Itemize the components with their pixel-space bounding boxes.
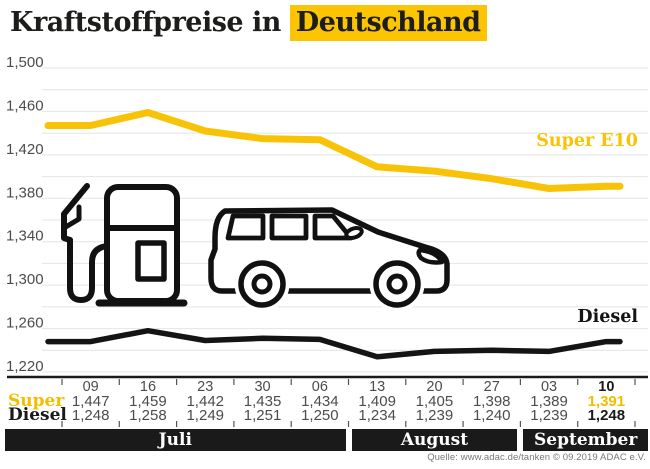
y-tick-label: 1,500 — [6, 54, 44, 71]
date-cell: 10 — [598, 379, 615, 395]
date-cell: 30 — [254, 379, 271, 395]
car-icon — [208, 207, 450, 312]
super-price-cell: 1,398 — [472, 393, 511, 410]
series-lines — [44, 109, 624, 360]
y-tick-label: 1,300 — [6, 271, 44, 288]
diesel-price-cell: 1,250 — [301, 407, 339, 424]
super-price-cell: 1,442 — [186, 393, 225, 410]
super-price-cell: 1,391 — [587, 393, 626, 410]
diesel-price-cell: 1,248 — [71, 407, 110, 424]
super-price-cell: 1,435 — [243, 393, 282, 410]
super-row-label: Super — [8, 391, 65, 411]
super-price-cell: 1,389 — [530, 393, 568, 410]
super-price-cell: 1,405 — [415, 393, 454, 410]
diesel-price-cell: 1,239 — [530, 407, 568, 424]
diesel-line — [45, 327, 623, 360]
month-bar-august: August — [351, 429, 518, 451]
date-cell: 27 — [483, 379, 500, 395]
month-bars: Juli August September — [0, 429, 650, 451]
diesel-price-cell: 1,258 — [129, 407, 167, 424]
month-bar-september: September — [523, 429, 648, 451]
diesel-price-cell: 1,239 — [415, 407, 454, 424]
y-tick-label: 1,420 — [6, 141, 44, 158]
diesel-row-label: Diesel — [8, 405, 67, 425]
date-cell: 13 — [369, 379, 386, 395]
y-tick-label: 1,260 — [6, 315, 44, 332]
date-cell: 16 — [139, 379, 157, 395]
super-price-cell: 1,409 — [358, 393, 396, 410]
fuel-pump-icon — [61, 183, 188, 307]
date-cell: 20 — [426, 379, 443, 395]
date-header-row: 09 16 23 30 06 13 20 27 03 10 — [0, 379, 650, 395]
super-values-row: 1,447 1,459 1,442 1,435 1,434 1,409 1,405 1,398… — [0, 394, 650, 410]
diesel-values-row: 1,248 1,258 1,249 1,251 1,250 1,234 1,239 1,240… — [0, 408, 650, 424]
y-tick-label: 1,340 — [6, 228, 44, 245]
diesel-price-cell: 1,234 — [358, 407, 396, 424]
month-bar-juli: Juli — [5, 429, 346, 451]
table-bottom-ticks — [61, 421, 636, 427]
date-cell: 03 — [540, 379, 558, 395]
title-highlight: Deutschland — [289, 5, 487, 41]
page-title: Kraftstoffpreise in Deutschland — [10, 4, 487, 42]
diesel-price-cell: 1,248 — [587, 407, 626, 424]
date-cell: 23 — [197, 379, 214, 395]
super-e10-label: Super E10 — [536, 131, 638, 151]
title-prefix: Kraftstoffpreise in — [10, 7, 281, 38]
series-labels: Super E10 Diesel — [536, 131, 638, 327]
y-tick-label: 1,380 — [6, 184, 44, 201]
y-tick-label: 1,220 — [6, 358, 44, 375]
x-axis-ticks — [61, 379, 636, 385]
super-price-cell: 1,447 — [71, 393, 110, 410]
date-cell: 09 — [82, 379, 99, 395]
diesel-label: Diesel — [577, 307, 638, 327]
y-axis-labels: 1,500 1,460 1,420 1,380 1,340 1,300 1,260 1,220 — [6, 54, 44, 375]
y-tick-label: 1,460 — [6, 97, 44, 114]
super-price-cell: 1,434 — [301, 393, 339, 410]
date-cell: 06 — [311, 379, 328, 395]
super-price-cell: 1,459 — [129, 393, 167, 410]
diesel-price-cell: 1,251 — [243, 407, 282, 424]
diesel-price-cell: 1,249 — [186, 407, 225, 424]
source-note: Quelle: www.adac.de/tanken © 09.2019 ADA… — [427, 452, 646, 463]
super-e10-line — [44, 109, 624, 192]
diesel-price-cell: 1,240 — [472, 407, 511, 424]
